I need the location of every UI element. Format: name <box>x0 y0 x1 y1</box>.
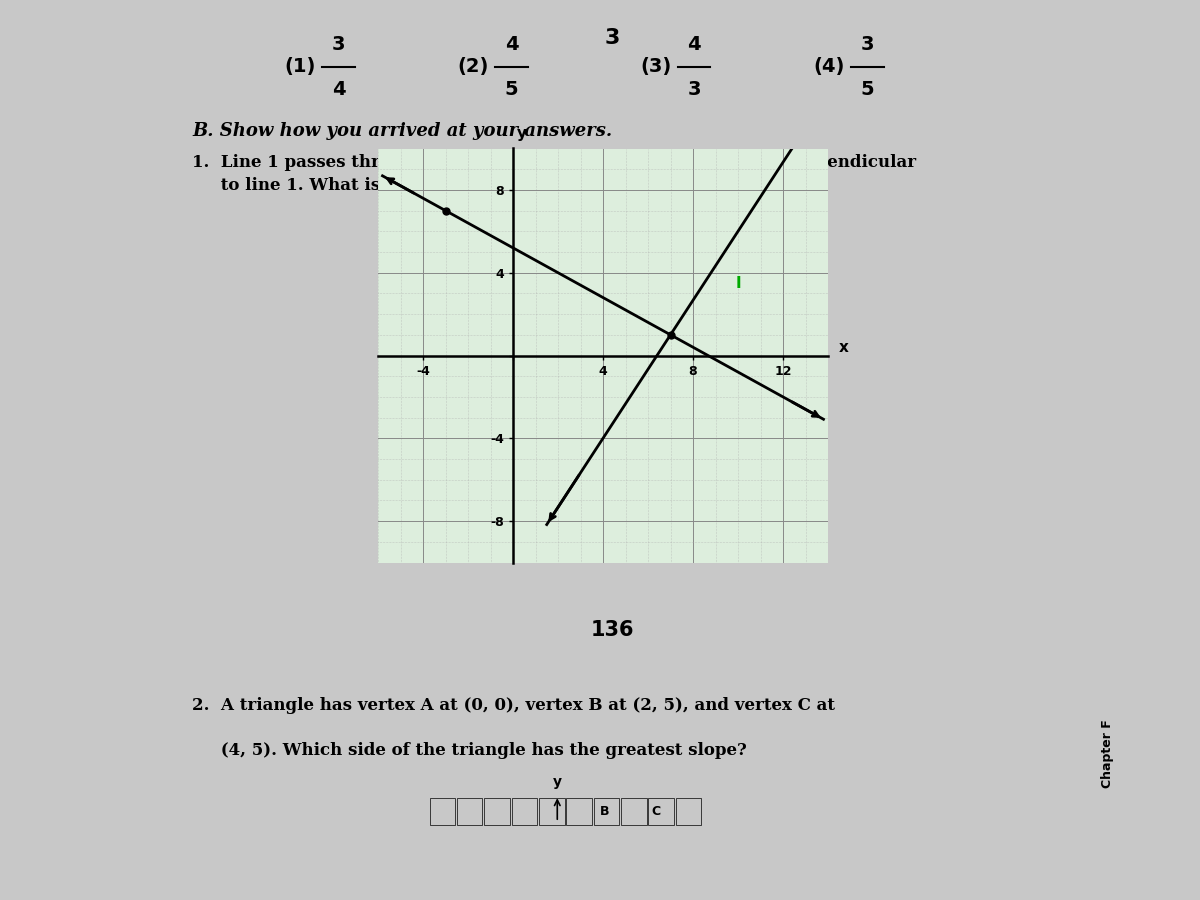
Text: 3: 3 <box>331 34 346 54</box>
Text: y: y <box>553 776 562 789</box>
Text: 4: 4 <box>505 34 518 54</box>
Text: 3: 3 <box>605 28 619 48</box>
Bar <box>511 798 538 825</box>
Text: 4: 4 <box>331 79 346 99</box>
Text: (4): (4) <box>814 57 845 76</box>
Text: C: C <box>652 806 660 818</box>
Text: Chapter F: Chapter F <box>1100 719 1114 788</box>
Text: 3: 3 <box>860 34 874 54</box>
Bar <box>566 798 592 825</box>
Text: (4, 5). Which side of the triangle has the greatest slope?: (4, 5). Which side of the triangle has t… <box>192 742 748 759</box>
Bar <box>676 798 701 825</box>
Bar <box>457 798 482 825</box>
Text: (1): (1) <box>284 57 316 76</box>
Text: 1.  Line 1 passes through the points (–3, 7) and (7, 1). Line 2 is perpendicular: 1. Line 1 passes through the points (–3,… <box>192 154 917 171</box>
Text: x: x <box>839 339 850 355</box>
Text: y: y <box>517 126 527 141</box>
Text: 3: 3 <box>688 79 701 99</box>
Text: (3): (3) <box>640 57 671 76</box>
Bar <box>485 798 510 825</box>
Text: 5: 5 <box>505 79 518 99</box>
Bar <box>622 798 647 825</box>
Bar <box>594 798 619 825</box>
Bar <box>539 798 564 825</box>
Text: 2.  A triangle has vertex A at (0, 0), vertex B at (2, 5), and vertex C at: 2. A triangle has vertex A at (0, 0), ve… <box>192 698 835 715</box>
Text: 136: 136 <box>590 620 634 641</box>
Text: (2): (2) <box>457 57 488 76</box>
Bar <box>430 798 455 825</box>
Text: I: I <box>736 275 740 291</box>
Text: B: B <box>600 806 610 818</box>
Text: B. Show how you arrived at your answers.: B. Show how you arrived at your answers. <box>192 122 613 140</box>
Text: 4: 4 <box>688 34 701 54</box>
Bar <box>648 798 674 825</box>
Text: 5: 5 <box>860 79 874 99</box>
Text: to line 1. What is the product of the slopes of line 1 and line 2?: to line 1. What is the product of the sl… <box>192 176 810 194</box>
